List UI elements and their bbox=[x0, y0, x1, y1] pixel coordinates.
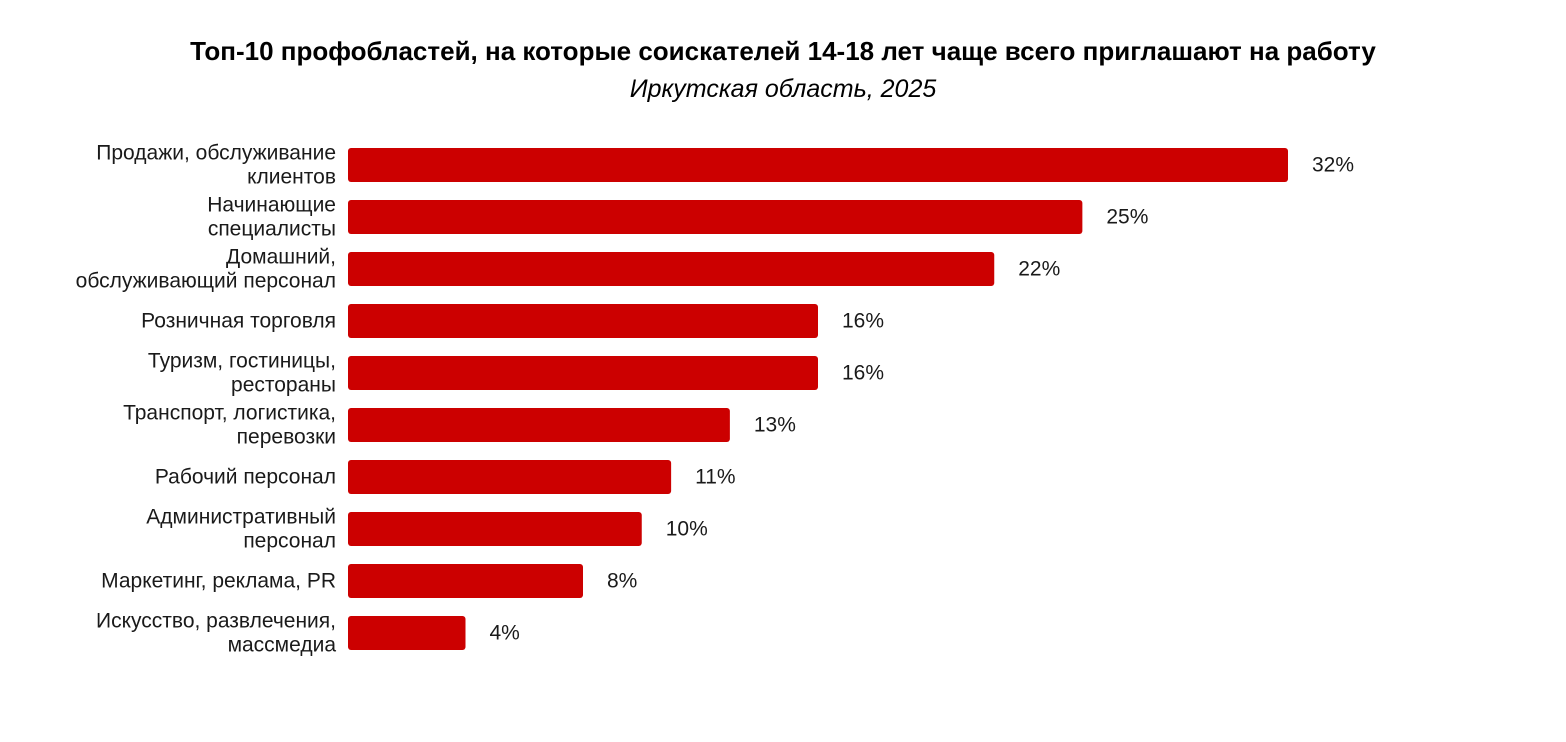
bar-7 bbox=[348, 460, 672, 494]
bar-9 bbox=[348, 564, 583, 598]
data-label-10: 4% bbox=[490, 622, 520, 645]
bar-10 bbox=[348, 616, 466, 650]
data-label-8: 10% bbox=[666, 518, 708, 541]
data-label-7: 11% bbox=[695, 466, 735, 489]
data-label-3: 22% bbox=[1018, 258, 1060, 281]
category-label-2: Начинающие специалисты bbox=[207, 194, 336, 241]
category-label-8: Административный персонал bbox=[146, 506, 336, 553]
data-label-5: 16% bbox=[842, 362, 884, 385]
chart-subtitle: Иркутская область, 2025 bbox=[629, 75, 937, 103]
category-label-6: Транспорт, логистика, перевозки bbox=[123, 402, 336, 449]
bar-4 bbox=[348, 304, 818, 338]
category-label-3: Домашний, обслуживающий персонал bbox=[76, 246, 336, 293]
data-label-4: 16% bbox=[842, 310, 884, 333]
bar-2 bbox=[348, 200, 1083, 234]
bar-3 bbox=[348, 252, 995, 286]
data-label-2: 25% bbox=[1106, 206, 1148, 229]
bar-8 bbox=[348, 512, 642, 546]
category-label-9: Маркетинг, реклама, PR bbox=[101, 570, 336, 593]
chart-title: Топ-10 профобластей, на которые соискате… bbox=[190, 36, 1376, 66]
category-label-7: Рабочий персонал bbox=[155, 466, 336, 489]
bar-5 bbox=[348, 356, 818, 390]
category-label-10: Искусство, развлечения, массмедиа bbox=[96, 610, 336, 657]
bar-6 bbox=[348, 408, 730, 442]
category-label-4: Розничная торговля bbox=[141, 310, 336, 333]
data-label-9: 8% bbox=[607, 570, 637, 593]
category-label-1: Продажи, обслуживание клиентов bbox=[96, 142, 336, 189]
data-label-1: 32% bbox=[1312, 154, 1354, 177]
category-label-5: Туризм, гостиницы, рестораны bbox=[148, 350, 336, 397]
bar-1 bbox=[348, 148, 1288, 182]
data-label-6: 13% bbox=[754, 414, 796, 437]
